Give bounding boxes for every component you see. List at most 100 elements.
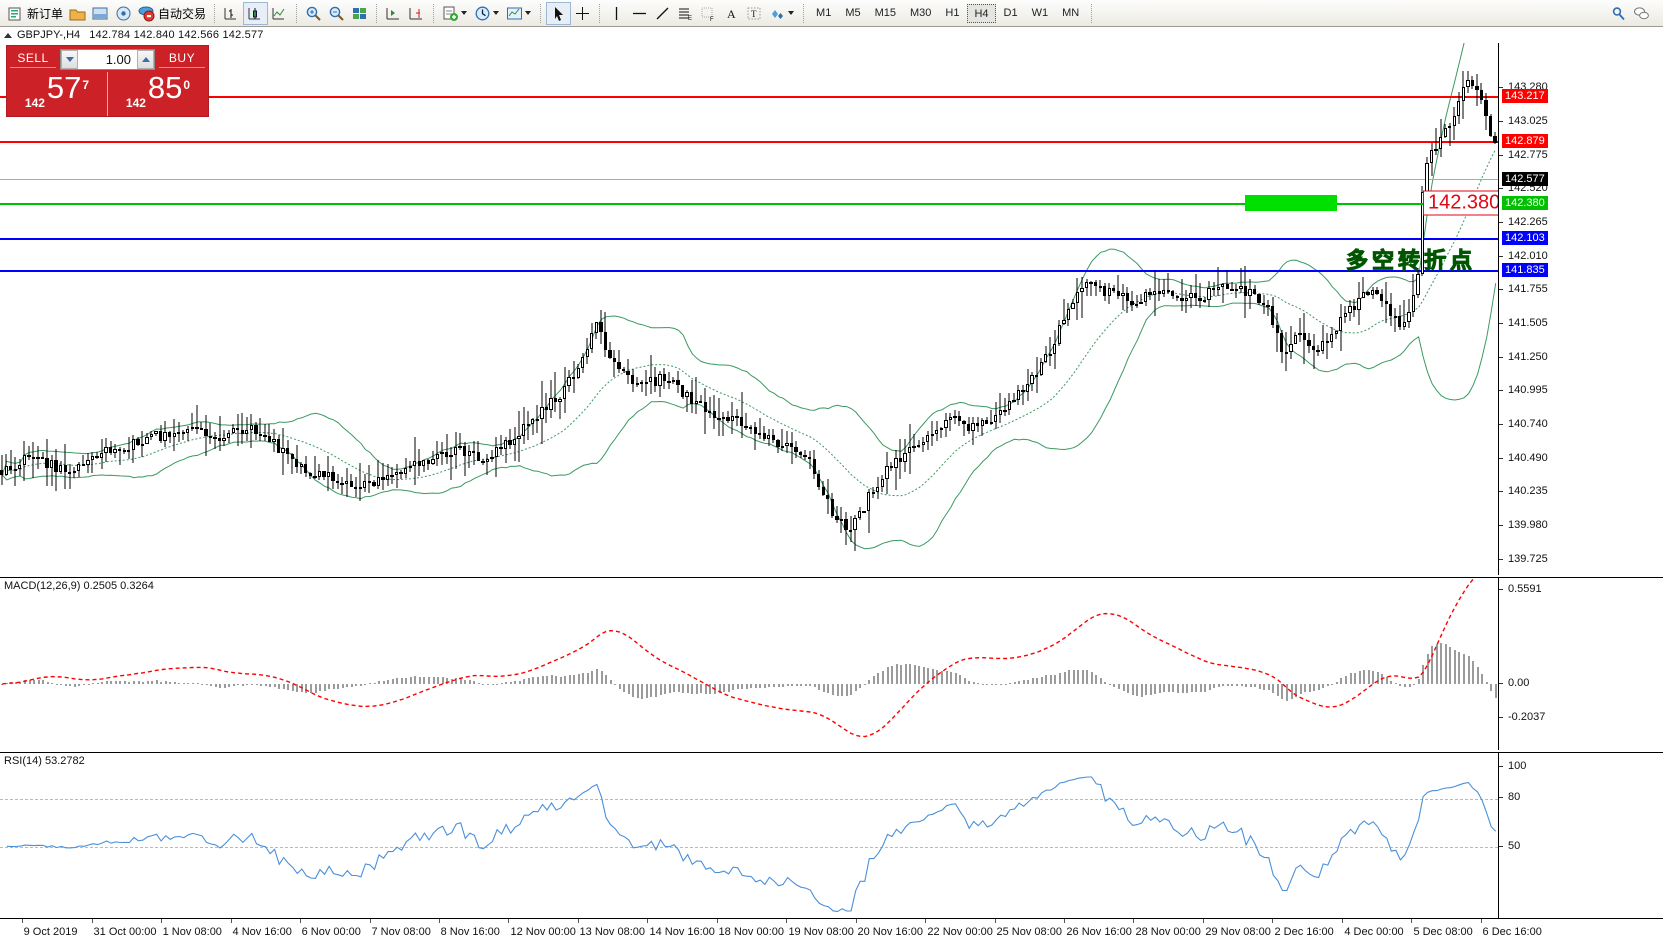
text-label-button[interactable]: A [720,2,743,25]
macd-histogram-bar [241,683,244,686]
crosshair-button[interactable] [571,2,594,25]
level-line-resistance-upper[interactable] [0,96,1498,98]
timeframe-mn[interactable]: MN [1062,6,1080,19]
volume-value[interactable]: 1.00 [105,51,131,67]
candlestick [581,43,585,575]
vertical-line-button[interactable] [605,2,628,25]
timeframe-m5[interactable]: M5 [845,6,861,19]
horizontal-line-button[interactable] [628,2,651,25]
volume-input[interactable]: 1.00 [60,48,155,70]
sell-button[interactable]: 142 57 7 [7,72,107,116]
candlestick [236,43,240,575]
new-order-button[interactable]: 新订单 [4,2,66,25]
volume-increase-button[interactable] [137,49,154,69]
timeframe-w1[interactable]: W1 [1031,6,1049,19]
candlestick [435,43,440,575]
autotrade-button[interactable]: 自动交易 [135,2,209,25]
macd-plot-area[interactable]: MACD(12,26,9) 0.2505 0.3264 [0,578,1498,750]
templates-button[interactable] [503,2,535,25]
add-indicator-dropdown-arrow[interactable] [459,2,468,25]
bar-chart-button[interactable] [220,2,243,25]
candlestick [68,43,72,575]
tile-windows-button[interactable] [348,2,371,25]
macd-histogram-bar [1131,683,1134,696]
equidistant-channel-button[interactable]: F [697,2,720,25]
macd-histogram-bar [850,683,853,695]
zoom-out-button[interactable] [325,2,348,25]
candlestick [263,43,267,575]
timeframe-d1[interactable]: D1 [1003,6,1018,19]
macd-histogram-bar [373,682,376,685]
candlestick [962,43,966,575]
volume-decrease-button[interactable] [61,49,78,69]
terminal-button[interactable] [89,2,112,25]
trendline-button[interactable] [651,2,674,25]
candlestick [1298,43,1302,575]
rsi-plot-area[interactable]: RSI(14) 53.2782 [0,753,1498,918]
timeframe-m15[interactable]: M15 [874,6,896,19]
folder-button[interactable] [66,2,89,25]
svg-text:T: T [751,9,757,19]
support-zone-rectangle[interactable] [1245,195,1337,211]
level-line-support-line[interactable] [0,203,1498,205]
macd-histogram-bar [396,678,399,684]
candlestick [658,43,662,575]
shapes-icon [769,5,786,22]
candlestick [848,43,853,575]
one-click-trading-panel[interactable]: SELL 1.00 BUY 142 57 7 142 85 0 [6,45,209,117]
candlestick [1457,43,1461,575]
candlestick [1434,43,1438,575]
timeframe-h1[interactable]: H1 [945,6,960,19]
time-axis-label: 9 Oct 2019 [23,926,78,938]
level-line-resistance-lower[interactable] [0,141,1498,143]
turning-point-annotation[interactable]: 多空转折点 [1345,248,1477,274]
fibonacci-button[interactable]: E [674,2,697,25]
macd-histogram-bar [977,683,980,685]
navigator-button[interactable] [112,2,135,25]
price-plot-area[interactable]: 142.380 多空转折点 [0,43,1498,575]
rsi-pane[interactable]: RSI(14) 53.2782 100 80 50 [0,752,1663,918]
timeframe-m30[interactable]: M30 [910,6,932,19]
chart-shift-button[interactable] [405,2,428,25]
price-level-tag[interactable]: 142.380 [1423,190,1498,216]
line-chart-button[interactable] [268,2,291,25]
candlestick [1093,43,1098,575]
price-axis[interactable]: 143.280 143.025 142.775 142.520 142.265 142.0… [1498,43,1663,632]
candlestick [63,43,67,575]
time-axis[interactable]: 9 Oct 2019 31 Oct 00:00 1 Nov 08:00 4 Nov 1… [0,918,1663,950]
candlestick [617,43,621,575]
candlestick [1248,43,1252,575]
macd-histogram-bar [1163,683,1166,693]
level-line-pivot-lower[interactable] [0,270,1498,272]
candlestick [1234,43,1239,575]
shapes-button[interactable] [766,2,798,25]
macd-pane[interactable]: MACD(12,26,9) 0.2505 0.3264 0.5591 0.00 -0… [0,577,1663,750]
auto-scroll-button[interactable] [382,2,405,25]
candlestick-chart-button[interactable] [243,1,269,25]
shapes-dropdown-arrow[interactable] [786,2,795,25]
text-box-icon: T [746,5,763,22]
level-line-pivot-upper[interactable] [0,238,1498,240]
timeframe-h4[interactable]: H4 [967,3,996,23]
zoom-in-button[interactable] [302,2,325,25]
timeframe-m1[interactable]: M1 [816,6,832,19]
add-indicator-button[interactable] [439,2,471,25]
chat-button[interactable] [1630,2,1653,25]
cursor-button[interactable] [546,1,572,25]
collapse-triangle-icon[interactable] [4,32,12,38]
period-dropdown-arrow[interactable] [491,2,500,25]
navigator-icon [115,5,132,22]
text-box-button[interactable]: T [743,2,766,25]
macd-histogram-bar [391,678,394,684]
buy-button[interactable]: 142 85 0 [107,72,208,116]
autotrade-label: 自动交易 [158,6,207,21]
candlestick [839,43,844,575]
level-line-current-price-line[interactable] [0,179,1498,180]
price-chart-pane[interactable]: 142.380 多空转折点 143.280 143.025 142.775 142.5… [0,43,1663,632]
period-button[interactable] [471,2,503,25]
candlestick [1080,43,1084,575]
templates-dropdown-arrow[interactable] [523,2,532,25]
search-button[interactable] [1607,2,1630,25]
candlestick [140,43,145,575]
candlestick [22,43,27,575]
